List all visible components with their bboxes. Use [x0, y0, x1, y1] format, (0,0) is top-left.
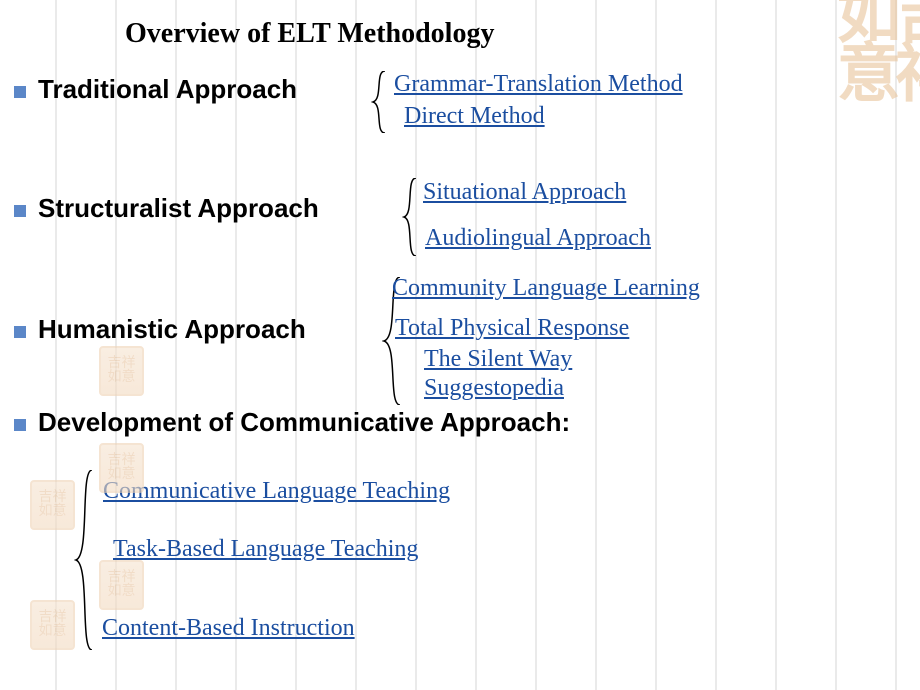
slide-content: Overview of ELT Methodology Traditional … — [0, 0, 920, 690]
seal-decoration: 吉祥如意 — [30, 480, 75, 530]
seal-decoration: 吉祥如意 — [30, 600, 75, 650]
method-community-language-learning[interactable]: Community Language Learning — [392, 275, 700, 302]
method-communicative-language-teaching[interactable]: Communicative Language Teaching — [103, 478, 450, 505]
approach-communicative: Development of Communicative Approach: — [38, 407, 570, 438]
method-situational[interactable]: Situational Approach — [423, 179, 626, 206]
method-audiolingual[interactable]: Audiolingual Approach — [425, 225, 651, 252]
method-content-based-instruction[interactable]: Content-Based Instruction — [102, 615, 355, 642]
bullet-icon — [14, 419, 26, 431]
brace-icon — [371, 71, 389, 133]
approach-traditional: Traditional Approach — [38, 74, 297, 105]
seal-decoration: 吉祥如意 — [99, 346, 144, 396]
seal-decoration: 吉祥如意 — [99, 560, 144, 610]
approach-humanistic: Humanistic Approach — [38, 314, 306, 345]
method-total-physical-response[interactable]: Total Physical Response — [395, 315, 629, 342]
brace-icon — [402, 178, 420, 256]
bullet-icon — [14, 326, 26, 338]
method-silent-way[interactable]: The Silent Way — [424, 346, 572, 373]
bullet-icon — [14, 205, 26, 217]
method-task-based-language-teaching[interactable]: Task-Based Language Teaching — [113, 536, 418, 563]
brace-icon — [74, 470, 96, 650]
method-grammar-translation[interactable]: Grammar-Translation Method — [394, 71, 683, 98]
bullet-icon — [14, 86, 26, 98]
page-title: Overview of ELT Methodology — [125, 18, 494, 50]
approach-structuralist: Structuralist Approach — [38, 193, 319, 224]
method-direct[interactable]: Direct Method — [404, 103, 545, 130]
method-suggestopedia[interactable]: Suggestopedia — [424, 375, 564, 402]
